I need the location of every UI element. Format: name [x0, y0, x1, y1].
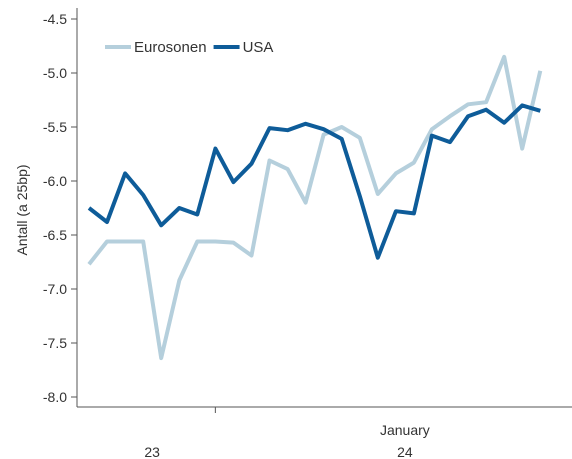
x-tick-label: 24 — [397, 444, 413, 459]
legend-label-usa: USA — [243, 39, 274, 56]
series-line-usa — [87, 103, 541, 260]
y-tick-label: -4.5 — [43, 11, 67, 27]
y-tick-label: -5.0 — [43, 65, 67, 81]
y-tick-label: -6.5 — [43, 227, 67, 243]
series-line-eurosonen — [87, 54, 543, 361]
x-tick-label: January — [380, 422, 430, 438]
y-tick-label: -7.5 — [43, 335, 67, 351]
y-tick-label: -7.0 — [43, 281, 67, 297]
legend: Eurosonen USA — [105, 39, 273, 56]
y-axis-label: Antall (a 25bp) — [14, 164, 30, 255]
y-tick-label: -5.5 — [43, 119, 67, 135]
series-layer — [87, 54, 543, 361]
legend-label-eurosonen: Eurosonen — [134, 39, 207, 56]
axes-layer: -4.5 -5.0 -5.5 -6.0 -6.5 -7.0 -7.5 -8.0 January 2… — [43, 8, 572, 459]
y-tick-label: -6.0 — [43, 173, 67, 189]
y-tick-label: -8.0 — [43, 389, 67, 405]
x-tick-label: 23 — [144, 444, 160, 459]
